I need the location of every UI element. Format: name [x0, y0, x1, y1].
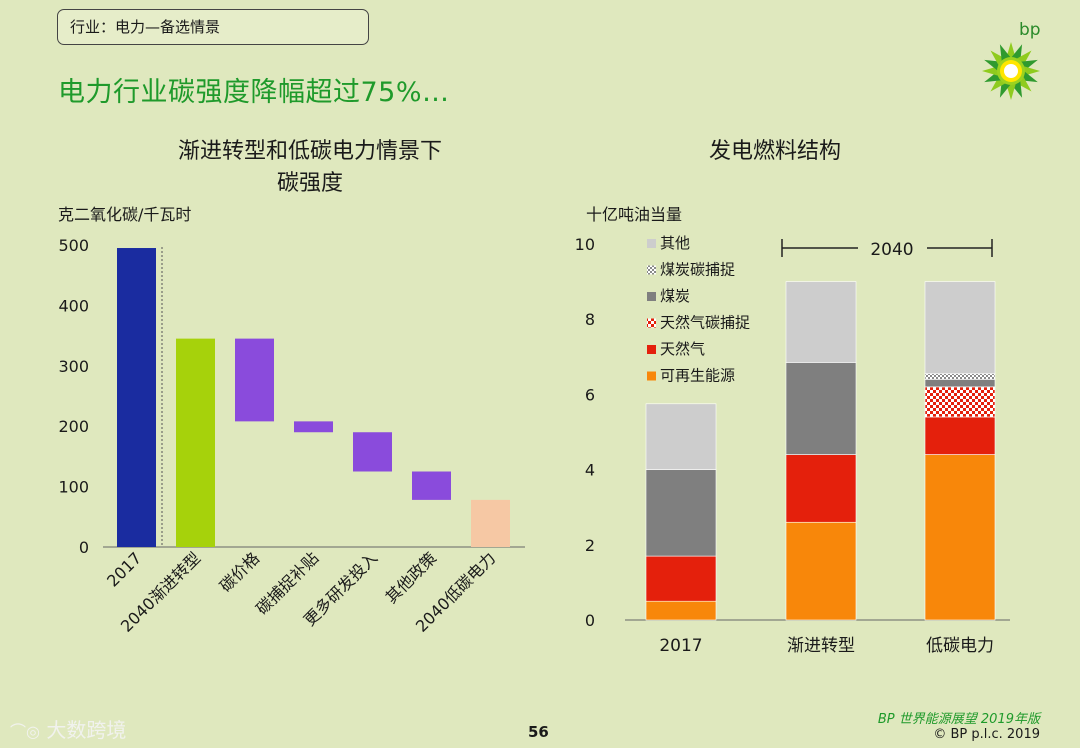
legend-label: 可再生能源 — [660, 367, 735, 385]
x-tick-label: 渐进转型 — [787, 636, 855, 656]
y-tick-label: 0 — [79, 538, 89, 557]
y-tick-label: 10 — [575, 235, 595, 254]
left-chart-unit-label: 克二氧化碳/千瓦时 — [58, 205, 192, 224]
bar-segment — [924, 379, 996, 388]
bar-segment — [924, 373, 996, 380]
legend-label: 天然气 — [660, 340, 705, 358]
bar-segment — [785, 521, 857, 621]
legend-swatch — [647, 345, 656, 354]
y-tick-label: 100 — [58, 478, 89, 497]
stacked-bar-chart: 0 2 4 6 8 10 2017 渐进转型 低碳电力 2040 其他煤炭碳捕捉煤炭天然气碳捕捉天然… — [575, 234, 1010, 656]
left-chart-title-line1: 渐进转型和低碳电力情景下 — [177, 139, 442, 164]
watermark: ⌒◎ 大数跨境 — [10, 714, 126, 743]
footer-source: BP 世界能源展望 2019年版 — [878, 708, 1040, 727]
bar-segment — [924, 416, 996, 455]
bar-segment — [785, 281, 857, 363]
x-tick-label: 其他政策 — [382, 548, 441, 607]
x-tick-label: 低碳电力 — [926, 636, 994, 656]
bar-0 — [117, 248, 156, 547]
legend-label: 煤炭碳捕捉 — [660, 261, 735, 279]
bar-segment — [924, 454, 996, 621]
sector-tag: 行业：电力—备选情景 — [57, 9, 369, 45]
bar-segment — [785, 362, 857, 455]
legend-label: 其他 — [660, 234, 690, 252]
legend-swatch — [647, 292, 656, 301]
bp-brand-text: bp — [1019, 20, 1041, 40]
y-tick-label: 4 — [585, 461, 595, 480]
y-tick-label: 2 — [585, 536, 595, 555]
legend-label: 煤炭 — [660, 287, 690, 305]
x-tick-label: 2017 — [659, 636, 702, 656]
y-tick-label: 6 — [585, 385, 595, 404]
bar-segment — [645, 600, 717, 621]
page-number: 56 — [528, 723, 549, 741]
footer-source-prefix: BP — [877, 712, 895, 727]
watermark-logo-icon: ⌒◎ — [10, 722, 40, 741]
bar-segment — [645, 469, 717, 557]
bar-segment — [645, 555, 717, 602]
bar-2 — [235, 338, 274, 422]
legend-label: 天然气碳捕捉 — [660, 314, 750, 332]
bar-segment — [645, 403, 717, 470]
y-tick-label: 0 — [585, 611, 595, 630]
y-tick-label: 500 — [58, 236, 89, 255]
bar-1 — [176, 338, 215, 547]
right-chart-title: 发电燃料结构 — [708, 139, 841, 164]
page-headline: 电力行业碳强度降幅超过75%… — [58, 77, 450, 108]
bar-segment — [924, 386, 996, 418]
y-tick-label: 400 — [58, 296, 89, 315]
legend-swatch — [647, 239, 656, 248]
left-chart-title: 渐进转型和低碳电力情景下 碳强度 — [130, 133, 490, 197]
x-tick-label: 碳价格 — [216, 548, 263, 595]
bar-segment — [785, 454, 857, 523]
bar-3 — [294, 421, 333, 433]
y-tick-label: 200 — [58, 417, 89, 436]
right-chart-unit-label: 十亿吨油当量 — [586, 205, 683, 224]
bar-6 — [471, 499, 510, 547]
y-tick-label: 300 — [58, 357, 89, 376]
watermark-text: 大数跨境 — [46, 718, 127, 742]
legend-swatch — [647, 265, 656, 275]
bracket-label: 2040 — [870, 240, 913, 260]
bar-4 — [353, 432, 392, 472]
x-tick-label: 2017 — [103, 548, 145, 590]
bp-helios-logo-icon — [982, 42, 1040, 100]
footer-copyright: © BP p.l.c. 2019 — [933, 727, 1040, 742]
footer-source-rest: 世界能源展望 2019年版 — [894, 712, 1040, 727]
legend-swatch — [647, 318, 656, 328]
legend-swatch — [647, 371, 656, 381]
left-chart-title-line2: 碳强度 — [276, 171, 343, 196]
bar-5 — [412, 471, 451, 500]
bar-segment — [924, 281, 996, 375]
y-tick-label: 8 — [585, 310, 595, 329]
